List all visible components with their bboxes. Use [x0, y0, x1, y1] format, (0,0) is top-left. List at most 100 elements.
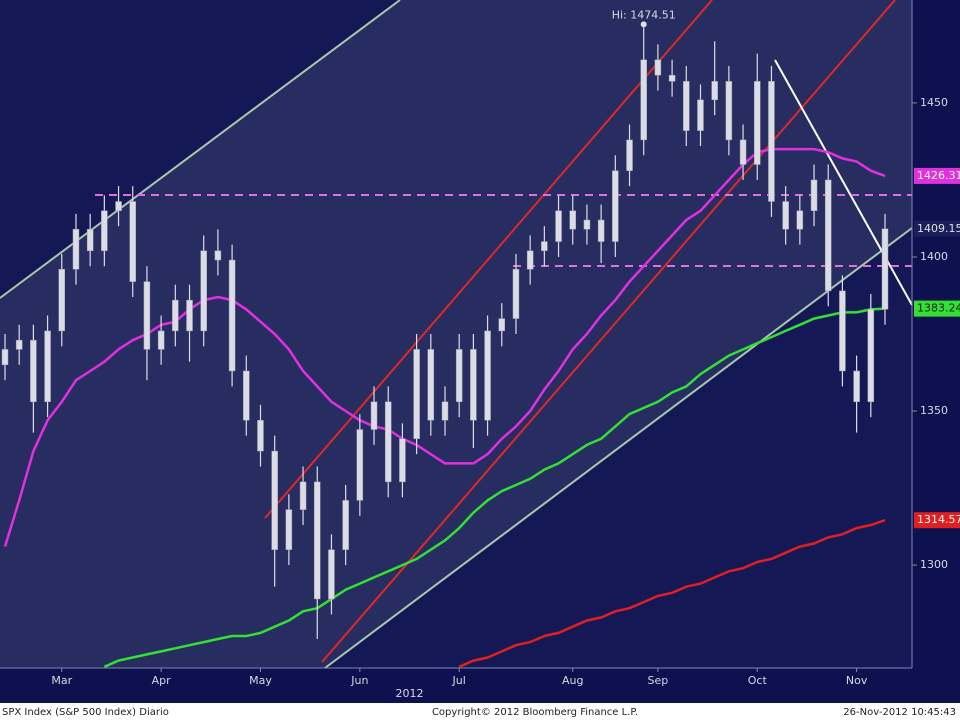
candle-body [853, 370, 860, 403]
candle-body [583, 219, 591, 230]
footer-left: SPX Index (S&P 500 Index) Diario [2, 707, 169, 718]
candle-body [697, 99, 704, 131]
candle-body [399, 438, 406, 483]
candle-body [824, 179, 832, 292]
x-tick-label: Jun [350, 674, 368, 687]
candle-body [810, 179, 818, 212]
candle-body [640, 59, 647, 141]
trend-line [264, 0, 713, 519]
candle-body [796, 210, 804, 230]
price-tag [914, 512, 960, 529]
candle-body [683, 81, 690, 131]
price-tag-label: 1314.57 [917, 513, 960, 526]
candle-body [626, 139, 633, 171]
x-sublabel: 2012 [396, 687, 424, 700]
x-tick-label: Jul [452, 674, 466, 687]
x-tick-label: Apr [152, 674, 172, 687]
candle-body [725, 81, 733, 141]
x-tick-label: Aug [562, 674, 583, 687]
candle-body [739, 139, 747, 165]
candle-body [186, 299, 193, 332]
candle-body [441, 401, 449, 421]
candle-body [541, 241, 548, 252]
candle-body [271, 450, 278, 550]
candle-body [101, 210, 108, 252]
candle-body [867, 309, 875, 403]
candle-body [384, 401, 392, 483]
candle-body [612, 170, 619, 242]
candle-body [30, 339, 37, 403]
candle-body [370, 401, 378, 430]
candle-body [143, 281, 151, 350]
candle-body [484, 330, 491, 421]
y-tick-label: 1450 [920, 96, 948, 109]
candle-body [314, 481, 321, 600]
candle-body [15, 339, 23, 350]
candle-body [754, 81, 761, 165]
trend-lines [0, 0, 913, 669]
moving-average-line [103, 307, 886, 668]
candle-body [214, 250, 222, 261]
moving-average-line [3, 147, 886, 547]
candle-body [470, 349, 477, 421]
candle-body [526, 250, 534, 270]
candle-body [228, 259, 236, 372]
candle-body [86, 228, 94, 252]
candle-body [597, 219, 605, 242]
candle-body [342, 500, 349, 550]
candle-body [427, 349, 435, 421]
trend-line [321, 0, 896, 663]
moving-average-line [458, 519, 886, 668]
candle-body [413, 349, 420, 440]
candle-body [157, 330, 165, 350]
candle-body [512, 269, 520, 319]
candle-body [1, 349, 9, 366]
candle-body [768, 81, 775, 202]
footer-bar [0, 703, 960, 720]
candle-body [839, 290, 846, 372]
x-tick-label: May [249, 674, 272, 687]
price-tag-label: 1426.31 [917, 169, 960, 182]
candle-body [328, 549, 335, 600]
candle-body [257, 420, 264, 452]
candle-body [115, 201, 122, 212]
price-tag-label: 1383.24 [917, 302, 960, 315]
candle-body [44, 330, 51, 403]
trend-line [774, 59, 913, 306]
y-tick-label: 1350 [920, 404, 948, 417]
x-tick-label: Oct [748, 674, 768, 687]
candle-body [58, 269, 66, 332]
price-tag [914, 300, 960, 317]
candle-body [455, 349, 463, 403]
x-tick-label: Sep [648, 674, 669, 687]
footer-center: Copyright© 2012 Bloomberg Finance L.P. [432, 707, 638, 718]
candle-body [356, 429, 364, 501]
trend-line [0, 0, 401, 299]
x-tick-label: Mar [51, 674, 72, 687]
candle-body [243, 370, 250, 421]
candle-body [172, 299, 179, 332]
hi-label: Hi: 1474.51 [612, 8, 676, 21]
candle-body [200, 250, 207, 332]
footer-right: 26-Nov-2012 10:45:43 [843, 707, 956, 718]
trend-line [324, 227, 913, 669]
candle-body [129, 201, 136, 282]
candle-body [299, 481, 307, 510]
channel-shade [0, 0, 912, 668]
price-tag [914, 167, 960, 184]
candle-body [569, 210, 576, 230]
y-tick-label: 1300 [920, 558, 948, 571]
candle-body [881, 228, 889, 310]
candle-body [285, 509, 293, 550]
price-tag [914, 220, 960, 237]
candle-body [711, 81, 718, 101]
candle-body [668, 74, 676, 82]
x-tick-label: Nov [846, 674, 868, 687]
candle-body [498, 318, 506, 332]
candle-body [654, 59, 662, 76]
hi-marker [640, 21, 647, 28]
candle-body [555, 210, 562, 242]
price-tag-label: 1409.15 [917, 222, 960, 235]
